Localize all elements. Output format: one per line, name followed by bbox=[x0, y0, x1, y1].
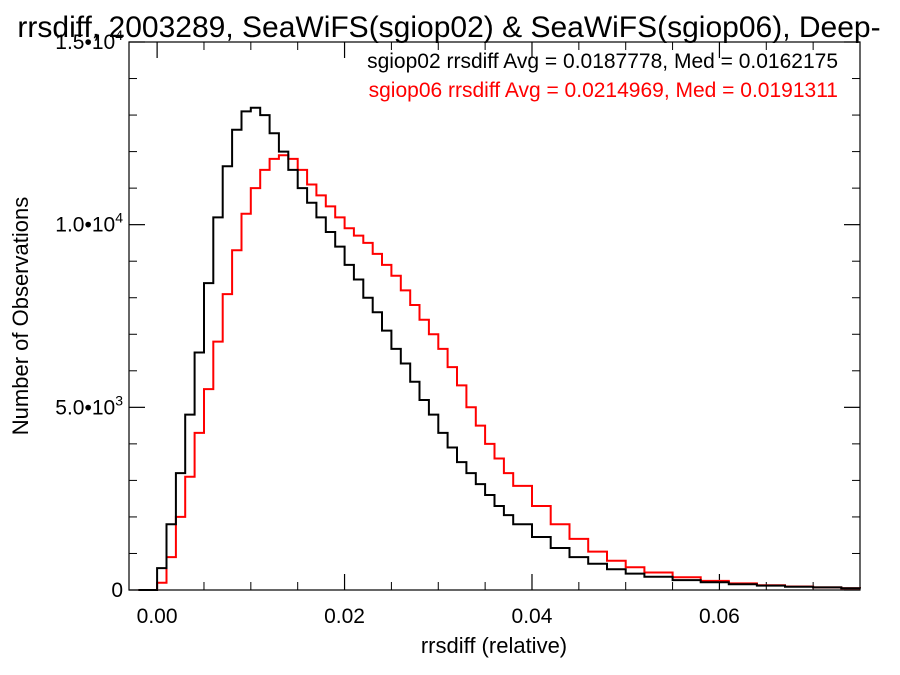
chart-title: rrsdiff, 2003289, SeaWiFS(sgiop02) & Sea… bbox=[17, 11, 880, 44]
x-tick-label: 0.04 bbox=[512, 605, 553, 628]
x-tick-label: 0.06 bbox=[699, 605, 740, 628]
y-tick-label: 1.5•104 bbox=[55, 27, 123, 54]
x-tick-label: 0.00 bbox=[137, 605, 178, 628]
legend-entry-sgiop02: sgiop02 rrsdiff Avg = 0.0187778, Med = 0… bbox=[367, 50, 838, 73]
plot-border bbox=[128, 41, 861, 591]
plot-frame bbox=[128, 41, 861, 591]
series-layer bbox=[138, 106, 861, 591]
series-line-sgiop02 bbox=[138, 106, 861, 591]
y-tick-label: 0 bbox=[111, 579, 123, 602]
series-line-sgiop06 bbox=[138, 154, 861, 591]
y-axis-ticks: 0 5.0•103 1.0•104 1.5•104 bbox=[55, 27, 860, 602]
x-tick-label: 0.02 bbox=[324, 605, 365, 628]
x-axis-label: rrsdiff (relative) bbox=[421, 633, 567, 658]
legend-entry-sgiop06: sgiop06 rrsdiff Avg = 0.0214969, Med = 0… bbox=[369, 79, 838, 102]
y-tick-label: 5.0•103 bbox=[55, 392, 123, 419]
y-axis-label: Number of Observations bbox=[8, 197, 33, 435]
y-tick-label: 1.0•104 bbox=[55, 210, 123, 237]
